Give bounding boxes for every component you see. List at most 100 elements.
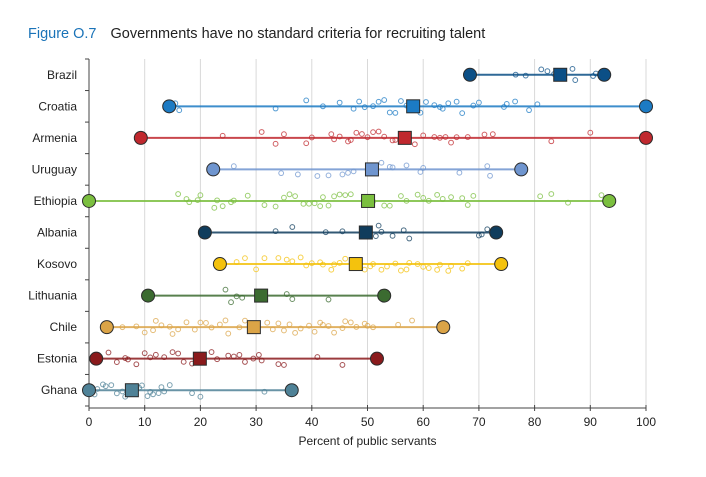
institution-point — [370, 103, 376, 110]
institution-point — [378, 159, 385, 166]
institution-point — [339, 362, 346, 368]
institution-point — [325, 296, 332, 303]
institution-point — [342, 192, 349, 198]
institution-point — [476, 99, 482, 106]
institution-point — [503, 101, 510, 107]
institution-point — [398, 98, 404, 104]
institution-point — [169, 331, 176, 337]
institution-point — [230, 353, 237, 360]
institution-point — [250, 355, 257, 362]
x-tick-label: 80 — [528, 415, 542, 429]
x-tick-label: 90 — [584, 415, 598, 429]
institution-point — [297, 325, 304, 332]
institution-point — [512, 98, 519, 105]
institution-point — [189, 390, 195, 397]
institution-point — [328, 266, 335, 273]
institution-point — [431, 134, 438, 140]
max-marker — [284, 383, 299, 398]
institution-point — [476, 232, 482, 239]
institution-point — [456, 169, 463, 176]
institution-point — [325, 323, 332, 329]
institution-point — [289, 224, 296, 230]
institution-point — [336, 260, 343, 266]
institution-point — [347, 319, 354, 326]
institution-point — [364, 322, 371, 329]
institution-point — [538, 66, 545, 73]
institution-point — [219, 203, 226, 210]
institution-point — [445, 100, 452, 107]
institution-point — [389, 232, 396, 239]
axes: 0 10 20 30 40 50 60 70 80 90 100 — [85, 58, 656, 429]
institution-point — [292, 329, 298, 336]
institution-point — [113, 390, 120, 397]
institution-point — [350, 105, 357, 112]
institution-point — [122, 355, 129, 361]
institution-point — [342, 318, 349, 325]
min-marker — [462, 67, 477, 82]
institution-point — [448, 194, 454, 201]
institution-point — [548, 191, 555, 197]
institution-point — [289, 296, 296, 302]
institution-point — [180, 358, 187, 365]
institution-point — [289, 258, 296, 265]
institution-point — [225, 330, 232, 337]
institution-point — [176, 107, 183, 114]
institution-point — [269, 326, 276, 333]
institution-point — [236, 324, 243, 331]
institution-point — [158, 384, 165, 390]
institution-point — [306, 200, 312, 207]
institution-point — [406, 235, 413, 242]
institution-point — [286, 191, 293, 198]
institution-point — [203, 320, 209, 326]
min-marker — [206, 162, 221, 177]
institution-point — [389, 164, 396, 171]
institution-point — [345, 169, 351, 176]
institution-point — [239, 294, 246, 301]
institution-point — [420, 132, 427, 139]
institution-point — [384, 263, 390, 270]
institution-point — [459, 265, 466, 272]
x-tick-label: 60 — [417, 415, 431, 429]
x-axis-title: Percent of public servants — [298, 434, 436, 448]
institution-point — [434, 191, 441, 198]
institution-point — [331, 329, 337, 336]
institution-point — [261, 202, 268, 208]
institution-point — [208, 349, 215, 355]
institution-point — [437, 261, 443, 268]
min-marker — [82, 193, 96, 208]
institution-point — [242, 255, 248, 262]
institution-point — [155, 390, 162, 397]
institution-point — [409, 317, 415, 324]
institution-point — [297, 254, 304, 261]
min-marker — [212, 257, 227, 272]
institution-point — [222, 317, 229, 324]
max-marker — [602, 193, 617, 208]
institution-point — [411, 141, 418, 148]
institution-point — [283, 291, 290, 297]
institution-point — [375, 128, 382, 135]
institution-point — [375, 222, 382, 229]
institution-point — [381, 202, 388, 209]
institution-point — [395, 321, 402, 328]
x-tick-label: 100 — [636, 415, 656, 429]
institution-point — [152, 317, 159, 324]
institution-point — [478, 231, 485, 238]
institution-point — [236, 352, 243, 358]
institution-point — [242, 317, 248, 324]
institution-point — [453, 98, 460, 105]
series-row-uruguay: Uruguay — [32, 159, 529, 179]
institution-point — [230, 163, 237, 170]
institution-point — [339, 325, 346, 331]
institution-point — [361, 266, 368, 273]
institution-point — [464, 260, 471, 267]
category-label: Chile — [50, 320, 78, 334]
category-label: Armenia — [32, 131, 77, 145]
institution-point — [222, 286, 229, 293]
institution-point — [150, 327, 156, 334]
institution-point — [378, 228, 385, 235]
institution-point — [311, 200, 318, 207]
institution-point — [572, 77, 579, 83]
institution-point — [587, 129, 594, 136]
institution-point — [414, 261, 421, 267]
institution-point — [278, 170, 285, 177]
